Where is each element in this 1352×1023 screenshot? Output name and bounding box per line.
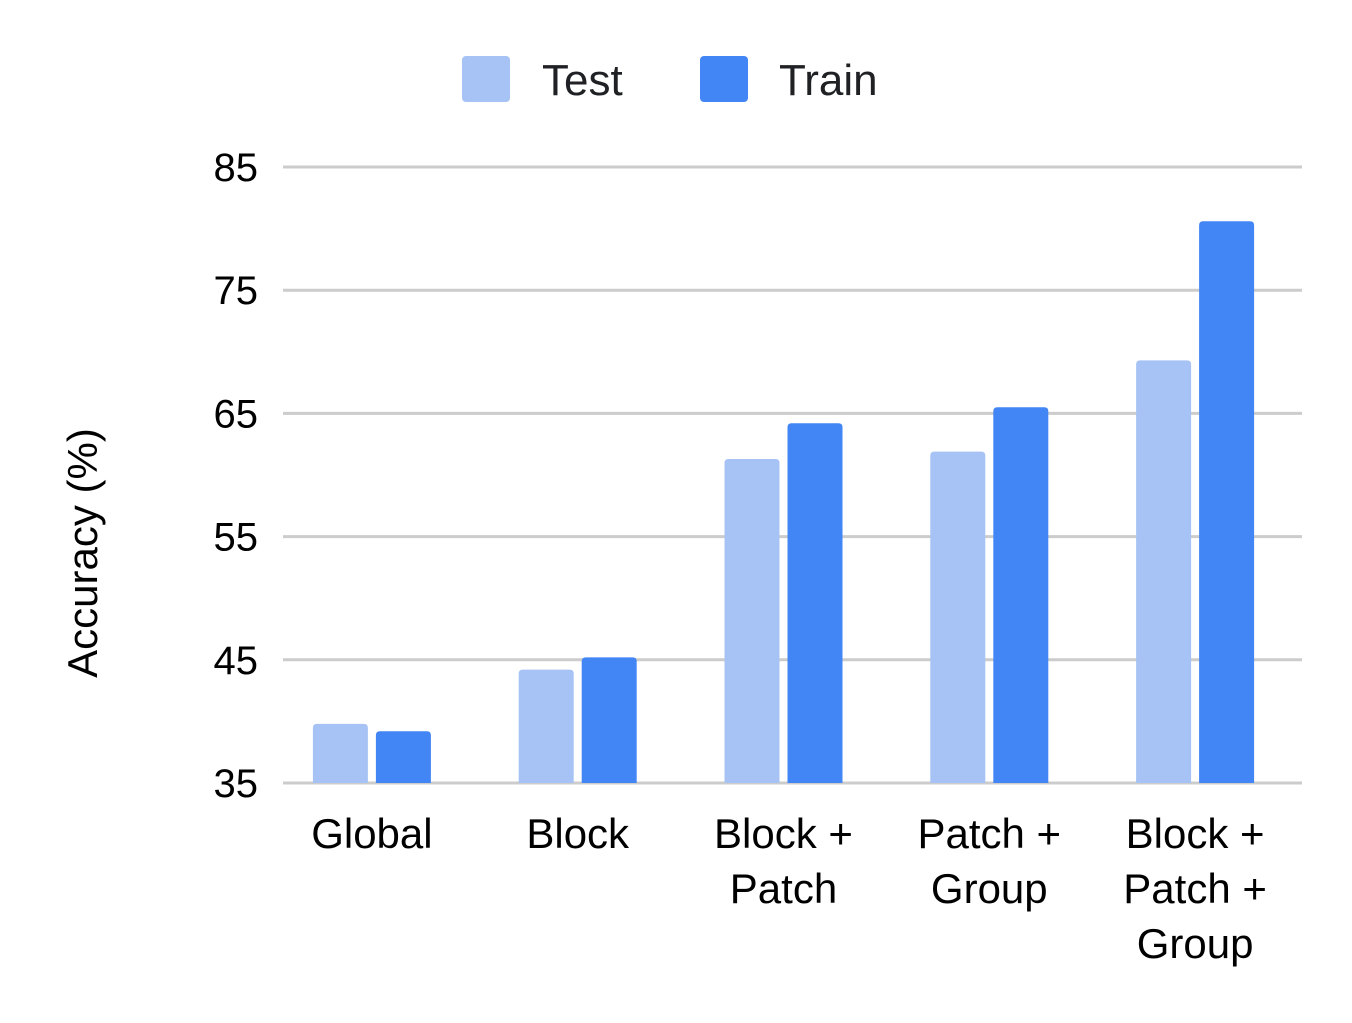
legend-label-train: Train bbox=[779, 56, 878, 105]
bar-train bbox=[993, 407, 1049, 783]
y-tick-label: 35 bbox=[214, 762, 259, 806]
x-category-label: Block + Patch bbox=[714, 810, 853, 912]
bar-train bbox=[787, 423, 843, 783]
x-category-label: Patch + Group bbox=[917, 810, 1061, 912]
y-tick-label: 75 bbox=[214, 269, 259, 313]
bar-test bbox=[930, 451, 986, 783]
x-category-label: Block + Patch + Group bbox=[1123, 810, 1267, 967]
y-axis-title: Accuracy (%) bbox=[59, 428, 106, 678]
bars bbox=[312, 221, 1255, 783]
y-tick-label: 55 bbox=[214, 516, 259, 560]
y-tick-label: 65 bbox=[214, 392, 259, 436]
legend: Test Train bbox=[462, 56, 878, 105]
bar-test bbox=[1136, 360, 1192, 783]
y-tick-label: 85 bbox=[214, 146, 259, 190]
y-axis-ticks: 35 45 55 65 75 85 bbox=[214, 146, 259, 806]
bar-test bbox=[724, 458, 780, 783]
bar-test bbox=[312, 723, 368, 783]
x-category-label: Block bbox=[526, 810, 630, 857]
bar-train bbox=[375, 731, 431, 783]
y-tick-label: 45 bbox=[214, 639, 259, 683]
bar-train bbox=[581, 657, 637, 783]
bar-train bbox=[1199, 221, 1255, 783]
legend-label-test: Test bbox=[542, 56, 623, 105]
x-category-label: Global bbox=[311, 810, 432, 857]
bar-test bbox=[518, 669, 574, 783]
legend-swatch-train bbox=[700, 56, 748, 102]
x-axis-labels: Global Block Block + Patch Patch + Group Block… bbox=[311, 810, 1267, 967]
legend-swatch-test bbox=[462, 56, 510, 102]
